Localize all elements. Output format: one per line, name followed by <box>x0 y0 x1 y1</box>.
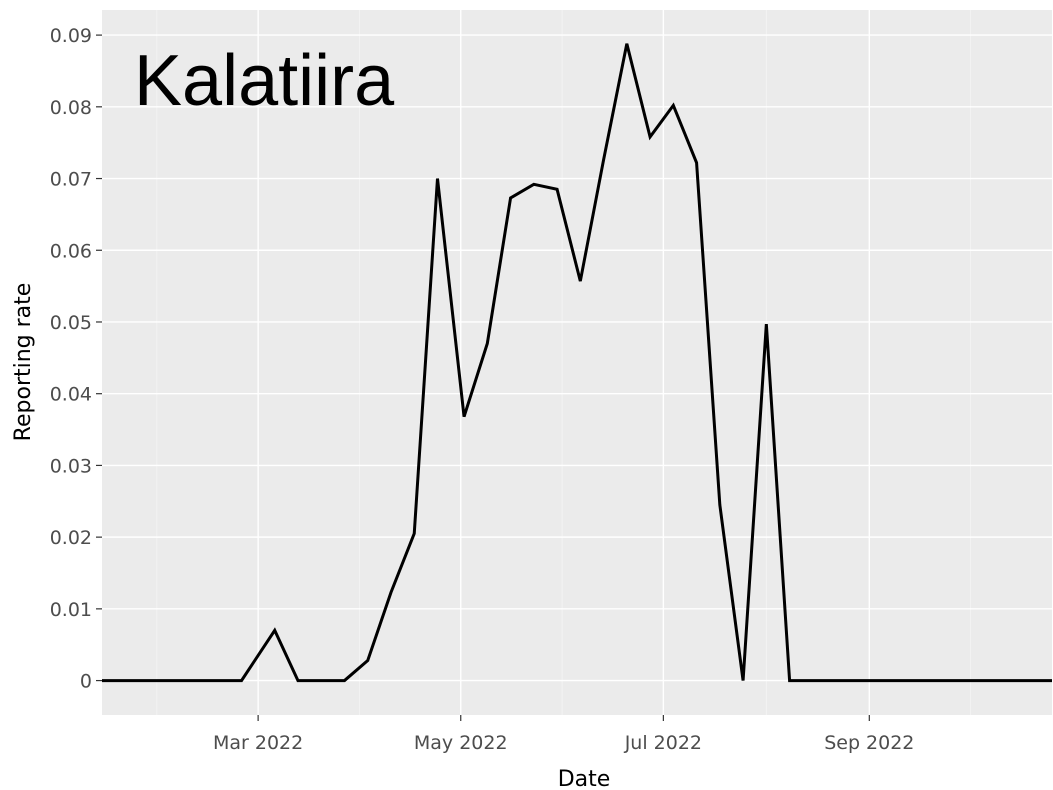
y-tick-label: 0.05 <box>50 312 92 334</box>
y-tick-label: 0.02 <box>50 527 92 549</box>
minor-gridlines <box>156 10 972 715</box>
chart-title: Kalatiira <box>134 41 395 121</box>
x-tick-label: Mar 2022 <box>213 732 303 754</box>
y-tick-label: 0 <box>80 671 92 693</box>
y-tick-label: 0.09 <box>50 25 92 47</box>
tick-marks <box>96 34 870 721</box>
series-layer <box>102 43 1052 683</box>
y-tick-label: 0.07 <box>50 169 92 191</box>
y-axis-title: Reporting rate <box>11 283 36 442</box>
major-gridlines <box>102 10 1052 715</box>
x-tick-label: Jul 2022 <box>624 732 702 754</box>
y-tick-labels: 0 0.01 0.02 0.03 0.04 0.05 0.06 0.07 0.08 0.09 <box>50 25 92 692</box>
plot-panel <box>102 10 1052 715</box>
x-tick-label: Sep 2022 <box>824 732 914 754</box>
y-tick-label: 0.04 <box>50 384 92 406</box>
x-axis-title: Date <box>558 767 611 790</box>
y-tick-label: 0.03 <box>50 455 92 477</box>
x-tick-labels: Mar 2022 May 2022 Jul 2022 Sep 2022 <box>213 732 914 754</box>
y-tick-label: 0.01 <box>50 599 92 621</box>
x-tick-label: May 2022 <box>414 732 508 754</box>
series-line <box>102 43 1052 683</box>
y-tick-label: 0.08 <box>50 97 92 119</box>
y-tick-label: 0.06 <box>50 240 92 262</box>
